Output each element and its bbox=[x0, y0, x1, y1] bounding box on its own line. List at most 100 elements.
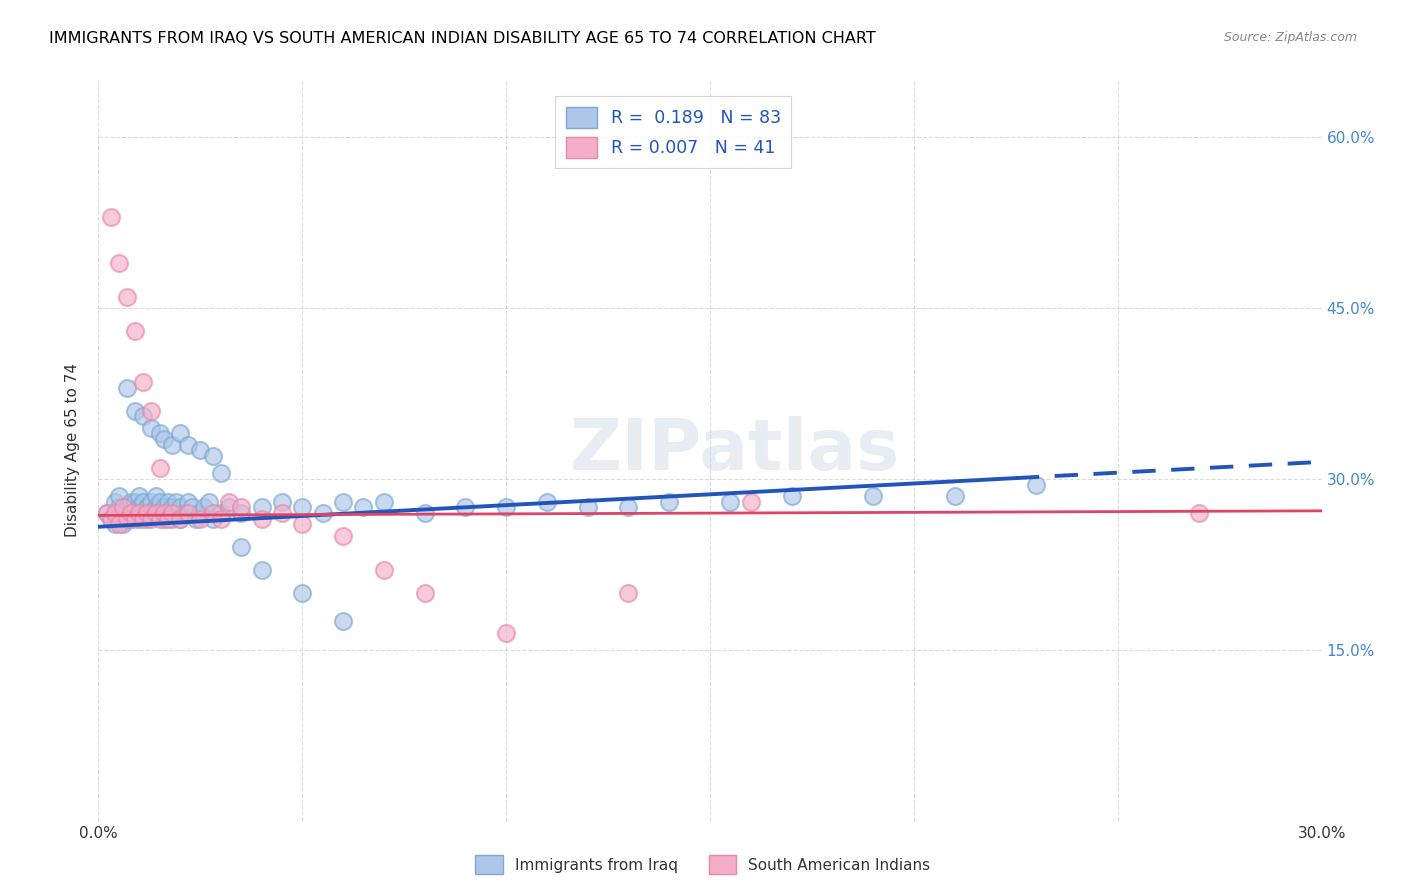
Point bbox=[149, 426, 172, 441]
Point bbox=[188, 512, 212, 526]
Point bbox=[128, 506, 150, 520]
Point bbox=[658, 494, 681, 508]
Point bbox=[124, 403, 146, 417]
Point bbox=[312, 506, 335, 520]
Point bbox=[124, 324, 146, 338]
Point bbox=[115, 512, 138, 526]
Point bbox=[156, 494, 179, 508]
Point bbox=[104, 517, 127, 532]
Point bbox=[104, 494, 127, 508]
Point bbox=[209, 506, 232, 520]
Point bbox=[136, 512, 159, 526]
Point bbox=[160, 500, 183, 515]
Point bbox=[181, 500, 204, 515]
Point bbox=[100, 512, 122, 526]
Point bbox=[270, 506, 294, 520]
Point bbox=[218, 494, 240, 508]
Point bbox=[96, 506, 118, 520]
Point bbox=[250, 563, 273, 577]
Point bbox=[617, 500, 640, 515]
Point bbox=[120, 512, 142, 526]
Point bbox=[165, 494, 187, 508]
Point bbox=[160, 438, 183, 452]
Point bbox=[128, 512, 150, 526]
Point bbox=[169, 500, 191, 515]
Point bbox=[132, 506, 155, 520]
Point bbox=[124, 512, 146, 526]
Point bbox=[132, 375, 155, 389]
Point bbox=[218, 500, 240, 515]
Point bbox=[124, 506, 146, 520]
Y-axis label: Disability Age 65 to 74: Disability Age 65 to 74 bbox=[65, 363, 80, 538]
Point bbox=[108, 517, 131, 532]
Point bbox=[332, 529, 354, 543]
Point bbox=[108, 489, 131, 503]
Point bbox=[231, 500, 253, 515]
Point bbox=[145, 506, 167, 520]
Point bbox=[100, 210, 122, 224]
Point bbox=[96, 506, 118, 520]
Point bbox=[120, 506, 142, 520]
Point bbox=[177, 438, 200, 452]
Point bbox=[576, 500, 599, 515]
Point bbox=[156, 506, 179, 520]
Point bbox=[132, 512, 155, 526]
Point bbox=[169, 512, 191, 526]
Point bbox=[124, 494, 146, 508]
Point bbox=[152, 512, 174, 526]
Point bbox=[108, 255, 131, 269]
Point bbox=[780, 489, 803, 503]
Point bbox=[111, 506, 134, 520]
Point bbox=[188, 443, 212, 458]
Point bbox=[132, 494, 155, 508]
Point bbox=[160, 512, 183, 526]
Legend: Immigrants from Iraq, South American Indians: Immigrants from Iraq, South American Ind… bbox=[470, 849, 936, 880]
Point bbox=[943, 489, 966, 503]
Point bbox=[209, 467, 232, 481]
Point bbox=[141, 420, 163, 434]
Point bbox=[352, 500, 374, 515]
Point bbox=[291, 500, 314, 515]
Point bbox=[413, 506, 436, 520]
Point bbox=[373, 563, 395, 577]
Point bbox=[149, 494, 172, 508]
Point bbox=[152, 432, 174, 446]
Point bbox=[454, 500, 477, 515]
Legend: R =  0.189   N = 83, R = 0.007   N = 41: R = 0.189 N = 83, R = 0.007 N = 41 bbox=[555, 96, 792, 169]
Point bbox=[136, 506, 159, 520]
Point bbox=[141, 403, 163, 417]
Point bbox=[111, 500, 134, 515]
Point bbox=[149, 460, 172, 475]
Point bbox=[740, 494, 762, 508]
Point bbox=[145, 489, 167, 503]
Point bbox=[201, 449, 224, 463]
Text: Source: ZipAtlas.com: Source: ZipAtlas.com bbox=[1223, 31, 1357, 45]
Point bbox=[291, 586, 314, 600]
Point bbox=[115, 512, 138, 526]
Point bbox=[332, 494, 354, 508]
Point bbox=[495, 625, 517, 640]
Point bbox=[495, 500, 517, 515]
Point bbox=[152, 506, 174, 520]
Point bbox=[169, 512, 191, 526]
Point bbox=[250, 500, 273, 515]
Point bbox=[136, 500, 159, 515]
Point bbox=[141, 506, 163, 520]
Point bbox=[111, 517, 134, 532]
Point bbox=[115, 381, 138, 395]
Point bbox=[201, 506, 224, 520]
Point bbox=[132, 409, 155, 424]
Point bbox=[718, 494, 742, 508]
Point bbox=[270, 494, 294, 508]
Point bbox=[115, 500, 138, 515]
Point bbox=[1188, 506, 1211, 520]
Point bbox=[100, 512, 122, 526]
Text: IMMIGRANTS FROM IRAQ VS SOUTH AMERICAN INDIAN DISABILITY AGE 65 TO 74 CORRELATIO: IMMIGRANTS FROM IRAQ VS SOUTH AMERICAN I… bbox=[49, 31, 876, 46]
Point bbox=[149, 506, 172, 520]
Point bbox=[413, 586, 436, 600]
Point bbox=[120, 494, 142, 508]
Point bbox=[617, 586, 640, 600]
Point bbox=[186, 512, 208, 526]
Point bbox=[332, 615, 354, 629]
Point bbox=[145, 500, 167, 515]
